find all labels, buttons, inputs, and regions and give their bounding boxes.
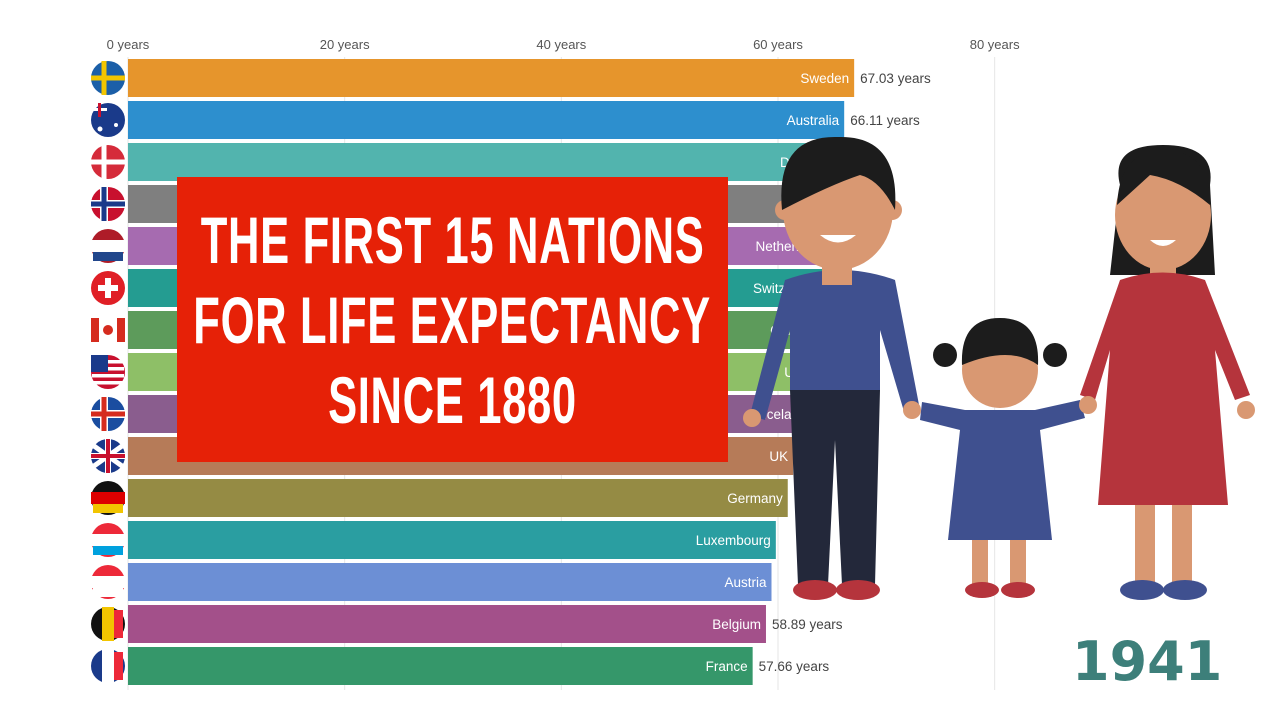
x-tick-label: 60 years xyxy=(753,37,803,52)
bar-germany xyxy=(128,479,788,517)
bar-belgium xyxy=(128,605,766,643)
bar-label: Australia xyxy=(787,113,840,128)
banner-line-2: FOR LIFE EXPECTANCY xyxy=(193,282,712,357)
x-tick-label: 80 years xyxy=(970,37,1020,52)
flag-stripe xyxy=(117,318,125,342)
title-banner: THE FIRST 15 NATIONS FOR LIFE EXPECTANCY… xyxy=(177,177,728,462)
x-tick-label: 20 years xyxy=(320,37,370,52)
x-tick-label: 0 years xyxy=(107,37,150,52)
flag-cross xyxy=(91,454,125,458)
flag-stripe xyxy=(93,252,123,261)
bar-label: Luxembourg xyxy=(696,533,771,548)
flag-cross xyxy=(91,201,125,207)
flag-stripe xyxy=(102,649,114,683)
flag-stripe xyxy=(93,546,123,555)
bar-label: UK xyxy=(769,449,788,464)
flag-canton xyxy=(91,355,108,372)
flag-jack xyxy=(98,103,101,117)
flag-cross xyxy=(91,159,125,165)
flag-stripe xyxy=(102,607,114,641)
bar-australia xyxy=(128,101,845,139)
value-label: 58.89 years xyxy=(772,617,843,632)
bar-france xyxy=(128,647,753,685)
flag-stripe xyxy=(91,240,125,252)
flag-stripe xyxy=(93,588,123,597)
boy-figure xyxy=(743,136,921,600)
bar-label: France xyxy=(706,659,748,674)
banner-line-3: SINCE 1880 xyxy=(328,362,577,437)
bar-label: Germany xyxy=(727,491,783,506)
flag-stripe xyxy=(92,381,124,385)
flag-cross xyxy=(91,411,125,417)
flag-leaf xyxy=(103,325,113,335)
year-label: 1941 xyxy=(1072,630,1223,693)
value-label: 66.11 years xyxy=(850,113,920,128)
flag-stripe xyxy=(91,576,125,588)
mother-figure xyxy=(1079,145,1255,600)
flag-star xyxy=(114,123,118,127)
bar-label: Sweden xyxy=(800,71,849,86)
bar-denmark xyxy=(128,143,840,181)
bar-label: Belgium xyxy=(712,617,761,632)
banner-line-1: THE FIRST 15 NATIONS xyxy=(200,202,705,277)
value-label: 57.66 years xyxy=(759,659,830,674)
girl-figure xyxy=(920,318,1085,598)
bar-label: Austria xyxy=(724,575,767,590)
flag-stripe xyxy=(114,652,123,680)
flag-star xyxy=(97,126,103,132)
flag-stripe xyxy=(92,374,124,378)
flag-stripe xyxy=(91,318,99,342)
value-label: 67.03 years xyxy=(860,71,931,86)
flag-stripe xyxy=(91,534,125,546)
bar-austria xyxy=(128,563,772,601)
x-tick-label: 40 years xyxy=(536,37,586,52)
flag-cross xyxy=(91,75,125,81)
bar-luxembourg xyxy=(128,521,776,559)
flag-stripe xyxy=(91,492,125,504)
flag-stripe xyxy=(93,504,123,513)
flag-stripe xyxy=(114,610,123,638)
flag-cross xyxy=(98,285,118,291)
bar-sweden xyxy=(128,59,855,97)
